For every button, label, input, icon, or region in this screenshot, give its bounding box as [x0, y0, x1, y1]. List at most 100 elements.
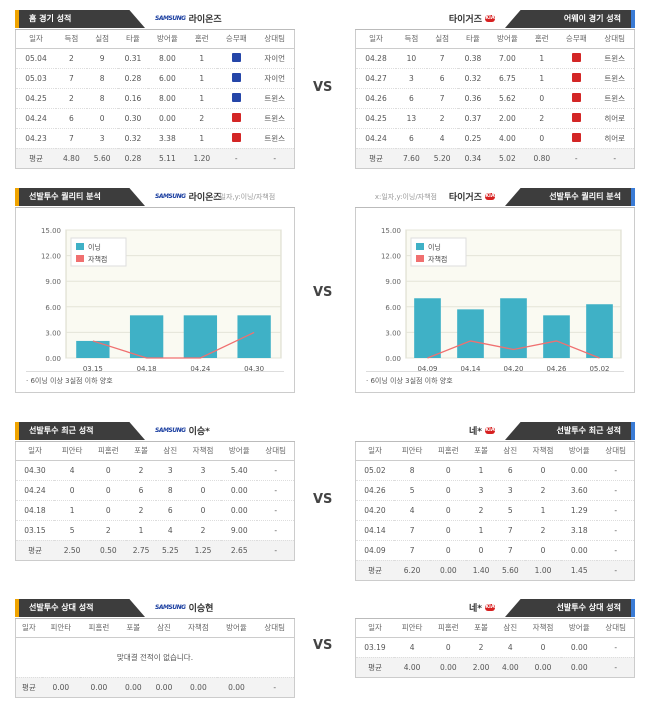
- table-row: 04.26 5 0 3 3 2 3.60-: [355, 480, 635, 501]
- table-cell: 일자: [355, 442, 394, 461]
- table-cell: 0.28: [117, 68, 149, 89]
- x-tick-label: 04.14: [460, 365, 481, 373]
- legend-innings-label: 이닝: [88, 243, 101, 252]
- table-cell: 방어율: [561, 619, 598, 638]
- away-vs-pitcher-name: 네*: [469, 604, 482, 614]
- table-cell: 5.11: [148, 148, 187, 168]
- table-cell: 4: [426, 128, 458, 149]
- table-cell: 6: [126, 480, 156, 501]
- table-cell: 2.00: [466, 657, 496, 677]
- table-cell: 3.60: [561, 480, 598, 501]
- table-cell: 4: [155, 520, 185, 541]
- innings-bar: [586, 304, 613, 358]
- table-cell: 0.00: [179, 677, 218, 697]
- table-cell: 5.62: [488, 88, 527, 109]
- table-header-row: 일자 득점 실점 타율 방어율 홈런 승무패 상대팀: [15, 30, 295, 49]
- away-pitcher-recent-table: 일자 피안타 피홈런 포볼 삼진 자책점 방어율 상대팀 05.02 8 0 1 6 0 0.00-04.2…: [355, 442, 635, 581]
- table-cell: 1: [466, 520, 496, 541]
- table-cell: 0.34: [457, 148, 489, 168]
- table-cell: -: [597, 560, 635, 580]
- table-cell: -: [597, 637, 635, 658]
- table-cell: 0.00: [41, 677, 80, 697]
- table-cell: 0.00: [561, 460, 598, 481]
- home-quality-note: 6이닝 이상 3실점 이하 양호: [30, 377, 113, 385]
- table-cell: 일자: [15, 30, 56, 49]
- loss-badge-icon: [571, 72, 581, 82]
- table-cell: 0: [430, 520, 467, 541]
- table-row: 05.02 8 0 1 6 0 0.00-: [355, 460, 635, 481]
- table-cell: 6: [56, 108, 87, 129]
- table-cell: 1: [526, 48, 558, 69]
- table-cell: -: [597, 657, 635, 677]
- loss-badge-icon: [571, 112, 581, 122]
- table-row: 04.24 0 0 6 8 0 0.00-: [15, 480, 295, 501]
- table-cell: 2: [56, 48, 87, 69]
- table-cell: 8.00: [148, 88, 187, 109]
- table-cell: 1: [466, 460, 496, 481]
- table-row: 04.18 1 0 2 6 0 0.00-: [15, 500, 295, 521]
- table-cell: 9.00: [221, 520, 258, 541]
- away-pitcher-recent-panel: 선발투수 최근 성적 네* KIA 일자 피안타 피홈런 포볼 삼진 자책점 방어율 상대팀 05…: [355, 420, 635, 581]
- away-record-title: 어웨이 경기 성적: [505, 10, 635, 28]
- table-cell: 피홈런: [430, 619, 467, 638]
- table-cell: 04.24: [15, 480, 54, 501]
- legend-er-label: 자책점: [88, 255, 107, 264]
- table-cell: 1.25: [184, 540, 222, 560]
- table-cell: 04.26: [355, 88, 396, 109]
- table-cell: 04.27: [355, 68, 396, 89]
- table-cell: 포볼: [466, 619, 496, 638]
- table-cell: 0.16: [117, 88, 149, 109]
- table-cell: 0.38: [457, 48, 489, 69]
- innings-bar: [76, 340, 110, 358]
- table-cell: 포볼: [466, 442, 496, 461]
- table-cell: 5: [495, 500, 525, 521]
- table-cell: 0.25: [457, 128, 489, 149]
- table-average-row: 평균 7.60 5.20 0.34 5.02 0.80- -: [355, 148, 635, 168]
- table-cell: 상대팀: [597, 619, 635, 638]
- table-cell: 8.00: [148, 48, 187, 69]
- table-cell: 2: [466, 500, 496, 521]
- table-cell: -: [597, 460, 635, 481]
- away-pitcher-name: 네*: [469, 427, 482, 437]
- table-cell: 2: [524, 520, 562, 541]
- table-cell: 히어로: [595, 108, 635, 129]
- kia-logo-icon: KIA: [485, 193, 495, 200]
- table-cell: 2: [524, 480, 562, 501]
- table-cell: 피안타: [393, 442, 431, 461]
- table-cell: 자책점: [524, 619, 562, 638]
- table-cell: 1.40: [466, 560, 496, 580]
- away-pitcher-vs-table: 일자 피안타 피홈런 포볼 삼진 자책점 방어율 상대팀 03.19 4 0 2 4 0 0.00- 평균 4.…: [355, 619, 635, 678]
- table-cell: 13: [396, 108, 427, 129]
- y-tick-label: 6.00: [385, 304, 401, 312]
- home-quality-title: 선발투수 퀄리티 분석: [15, 188, 145, 206]
- away-quality-svg: 15.00 12.00 9.00 6.00 3.00 0.00 04.09 04.14 04.2…: [381, 227, 622, 373]
- table-cell: [557, 48, 596, 69]
- table-cell: -: [597, 480, 635, 501]
- table-cell: 0: [184, 500, 222, 521]
- loss-badge-icon: [571, 92, 581, 102]
- table-cell: 0.00: [524, 657, 562, 677]
- table-cell: -: [597, 520, 635, 541]
- table-average-row: 평균 4.00 0.00 2.00 4.00 0.00 0.00-: [355, 657, 635, 677]
- home-quality-axis-note: x:일자,y:이닝/자책점: [213, 193, 276, 201]
- table-cell: 8: [393, 460, 431, 481]
- table-cell: 1.00: [524, 560, 562, 580]
- table-row: 04.25 13 2 0.37 2.00 2 히어로: [355, 108, 635, 129]
- table-cell: -: [595, 148, 635, 168]
- x-tick-label: 04.26: [546, 365, 567, 373]
- table-cell: 0.36: [457, 88, 489, 109]
- table-cell: 04.30: [15, 460, 54, 481]
- table-cell: 일자: [15, 442, 54, 461]
- table-cell: [557, 88, 596, 109]
- legend-box: [410, 237, 467, 267]
- table-cell: 6: [396, 88, 427, 109]
- away-pitcher-vs-title: 선발투수 상대 성적: [505, 599, 635, 617]
- table-cell: 6: [426, 68, 458, 89]
- table-cell: 득점: [56, 30, 87, 49]
- y-tick-label: 6.00: [45, 304, 61, 312]
- table-cell: 0: [430, 480, 467, 501]
- x-tick-label: 05.02: [589, 365, 609, 373]
- table-row: 03.15 5 2 1 4 2 9.00-: [15, 520, 295, 541]
- table-cell: -: [257, 520, 295, 541]
- table-cell: 04.28: [355, 48, 396, 69]
